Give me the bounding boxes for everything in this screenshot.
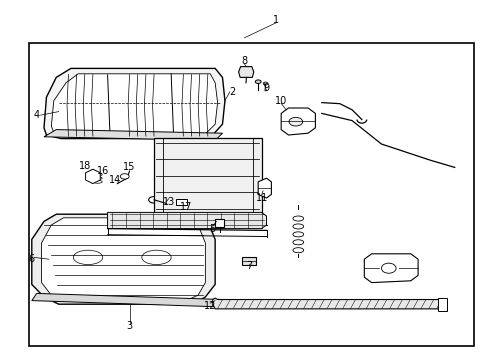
Polygon shape: [51, 74, 217, 137]
Polygon shape: [258, 178, 271, 198]
Bar: [176, 199, 186, 205]
Text: 5: 5: [209, 224, 215, 234]
Text: 11: 11: [255, 193, 267, 203]
Text: 8: 8: [241, 56, 247, 66]
Text: 6: 6: [29, 254, 35, 264]
Polygon shape: [107, 212, 266, 229]
Text: 2: 2: [229, 87, 235, 97]
Polygon shape: [41, 218, 205, 301]
Bar: [215, 219, 224, 227]
Polygon shape: [32, 293, 222, 307]
Text: 3: 3: [126, 321, 132, 331]
Text: 16: 16: [96, 166, 109, 176]
Text: 7: 7: [246, 261, 252, 271]
Bar: [437, 298, 447, 311]
Ellipse shape: [120, 174, 129, 179]
Polygon shape: [44, 130, 222, 140]
Text: 4: 4: [34, 110, 40, 120]
Text: 18: 18: [79, 161, 92, 171]
Text: 10: 10: [274, 96, 287, 106]
Polygon shape: [85, 169, 100, 184]
Ellipse shape: [288, 117, 302, 126]
Bar: [29, 43, 473, 346]
Text: 15: 15: [123, 162, 136, 172]
Text: 14: 14: [108, 175, 121, 185]
Bar: [154, 138, 261, 218]
Text: 9: 9: [263, 83, 269, 93]
Polygon shape: [364, 254, 417, 283]
Polygon shape: [281, 108, 315, 135]
Text: 1: 1: [273, 15, 279, 25]
Polygon shape: [238, 67, 253, 77]
Polygon shape: [32, 214, 215, 304]
Polygon shape: [212, 298, 444, 309]
Text: 17: 17: [179, 202, 192, 212]
Ellipse shape: [255, 80, 261, 84]
Text: 13: 13: [162, 197, 175, 207]
Polygon shape: [44, 68, 224, 139]
Bar: [242, 257, 255, 265]
Text: 12: 12: [203, 301, 216, 311]
